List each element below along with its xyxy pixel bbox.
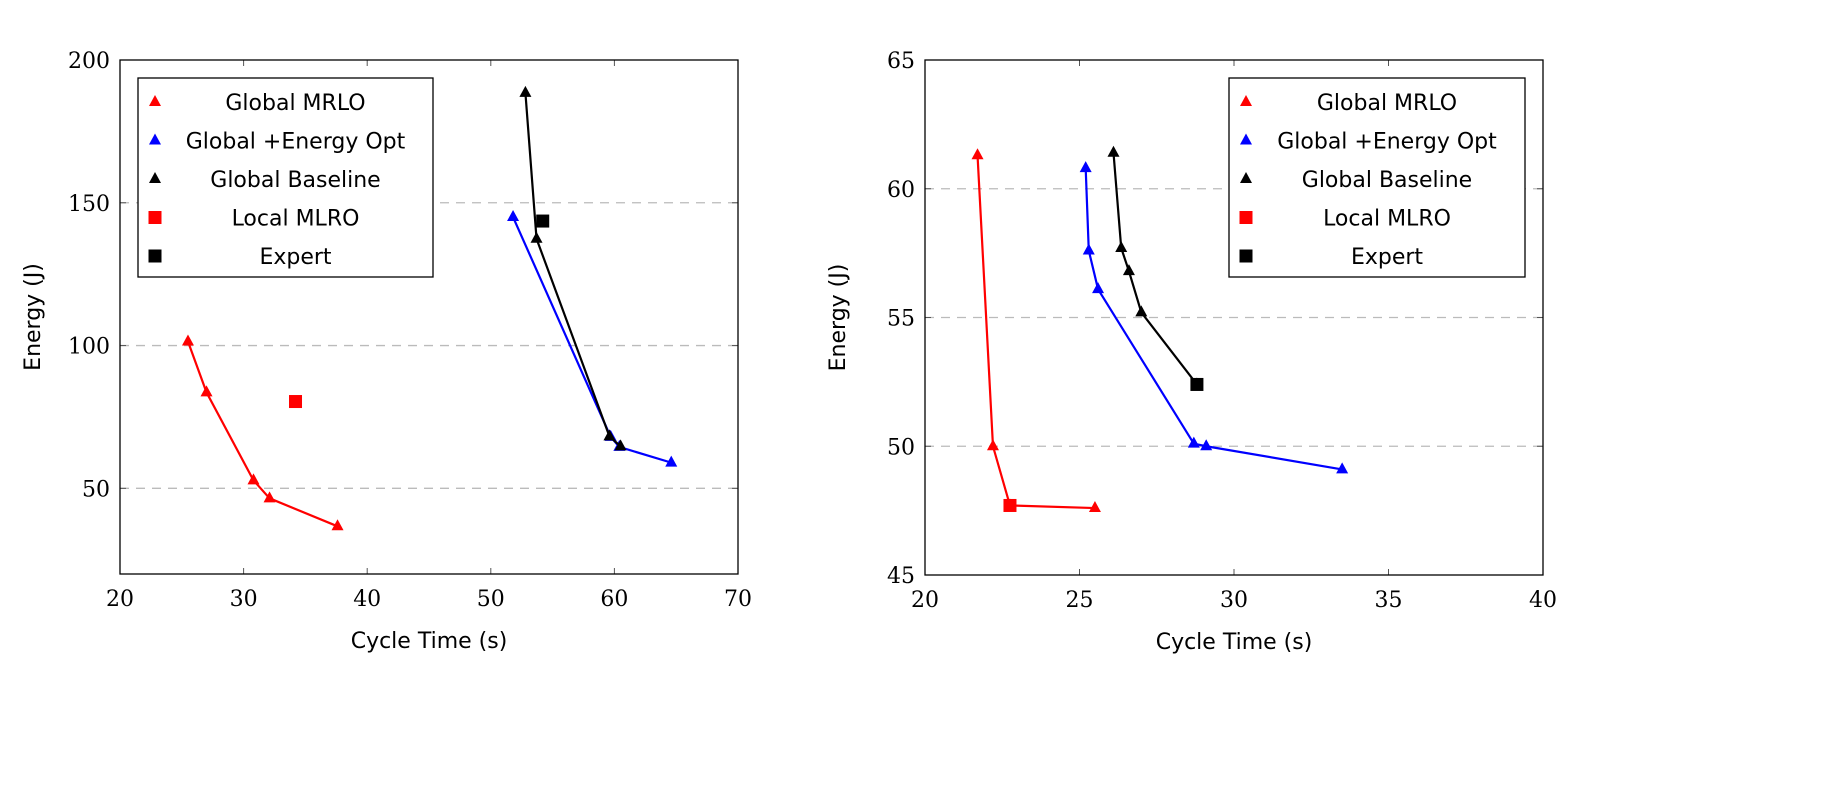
series-global-baseline xyxy=(519,85,627,451)
series-global-baseline xyxy=(1107,145,1203,389)
x-tick-label: 40 xyxy=(353,587,381,612)
plot-frame xyxy=(119,59,739,575)
series-local-mlro xyxy=(1003,498,1017,512)
series-global-energy-opt xyxy=(507,210,678,467)
data-point xyxy=(1003,498,1017,512)
legend: Global MRLO Global +Energy Opt Global Base… xyxy=(1228,77,1526,278)
data-point xyxy=(1092,282,1105,294)
series-line xyxy=(512,216,672,464)
data-point xyxy=(986,439,999,451)
y-axis-label: Energy (J) xyxy=(21,263,46,371)
legend-box xyxy=(137,77,434,278)
y-tick-label: 150 xyxy=(68,192,110,217)
series-global-mrlo xyxy=(971,148,1101,513)
y-tick-label: 65 xyxy=(887,49,915,74)
y-tick-label: 100 xyxy=(68,335,110,360)
series-global-mrlo xyxy=(181,334,344,531)
legend-label: Expert xyxy=(259,245,331,270)
data-point xyxy=(1190,377,1204,391)
data-point xyxy=(507,210,520,222)
data-point xyxy=(1088,501,1101,513)
legend-label: Global Baseline xyxy=(1302,168,1472,193)
data-point xyxy=(1187,436,1200,448)
x-tick-label: 70 xyxy=(724,587,752,612)
data-point xyxy=(1336,462,1349,474)
series-local-mlro xyxy=(289,395,303,409)
legend-marker xyxy=(1240,133,1252,145)
legend-marker xyxy=(1240,172,1252,183)
y-tick-label: 200 xyxy=(68,49,110,74)
x-tick-label: 35 xyxy=(1375,588,1403,613)
legend-marker xyxy=(149,95,161,106)
x-tick-label: 25 xyxy=(1066,588,1094,613)
legend-label: Local MLRO xyxy=(232,207,360,232)
x-tick-label: 30 xyxy=(1220,588,1248,613)
legend-label: Global MRLO xyxy=(225,91,365,116)
data-point xyxy=(1115,240,1128,252)
data-point xyxy=(665,455,678,467)
legend-label: Expert xyxy=(1351,245,1423,270)
data-point xyxy=(181,334,194,346)
series-expert xyxy=(1190,377,1204,391)
legend-marker xyxy=(149,172,161,183)
data-point xyxy=(519,85,532,97)
y-tick-label: 50 xyxy=(82,477,110,502)
data-point xyxy=(971,148,984,160)
legend: Global MRLO Global +Energy Opt Global Base… xyxy=(137,77,434,278)
x-tick-label: 50 xyxy=(477,587,505,612)
data-point xyxy=(603,429,616,441)
x-tick-label: 20 xyxy=(106,587,134,612)
data-point xyxy=(289,395,303,409)
series-line xyxy=(1112,152,1198,386)
data-point xyxy=(530,231,543,243)
data-point xyxy=(614,439,627,451)
plot-1: 50 100 150 200 20 30 40 50 60 70 Cycle Time (s) Ene… xyxy=(21,49,752,654)
series-line xyxy=(524,92,622,448)
data-point xyxy=(1135,305,1148,317)
data-point xyxy=(200,385,213,397)
x-tick-label: 20 xyxy=(911,588,939,613)
series-global-energy-opt xyxy=(1079,161,1349,474)
plot-2: 45 50 55 60 65 20 25 30 35 40 Cycle Time (s) Energy… xyxy=(826,49,1557,655)
plot-frame xyxy=(924,59,1544,576)
legend-label: Local MLRO xyxy=(1323,207,1451,232)
x-axis-label: Cycle Time (s) xyxy=(1156,630,1313,655)
legend-label: Global +Energy Opt xyxy=(1277,130,1497,155)
legend-marker xyxy=(1239,211,1253,224)
data-point xyxy=(1200,439,1213,451)
data-point xyxy=(263,491,276,503)
legend-marker xyxy=(1239,249,1253,263)
data-point xyxy=(331,519,344,531)
data-point xyxy=(247,473,260,485)
legend-box xyxy=(1228,77,1526,278)
series-expert xyxy=(536,214,550,228)
data-point xyxy=(1082,243,1095,255)
legend-label: Global Baseline xyxy=(210,168,380,193)
legend-marker xyxy=(1240,95,1252,106)
y-tick-label: 45 xyxy=(887,564,915,589)
series-line xyxy=(976,155,1095,510)
y-tick-label: 50 xyxy=(887,435,915,460)
data-point xyxy=(536,214,550,228)
series-line xyxy=(1084,168,1343,471)
legend-label: Global +Energy Opt xyxy=(186,130,406,155)
y-tick-label: 55 xyxy=(887,307,915,332)
data-point xyxy=(1122,264,1135,276)
legend-marker xyxy=(149,133,161,145)
x-tick-label: 60 xyxy=(600,587,628,612)
x-tick-label: 40 xyxy=(1529,588,1557,613)
y-tick-label: 60 xyxy=(887,178,915,203)
data-point xyxy=(1079,161,1092,173)
y-axis-label: Energy (J) xyxy=(826,264,851,372)
series-line xyxy=(186,341,338,528)
x-axis-label: Cycle Time (s) xyxy=(351,629,508,654)
data-point xyxy=(1107,145,1120,157)
legend-label: Global MRLO xyxy=(1317,91,1457,116)
x-tick-label: 30 xyxy=(230,587,258,612)
legend-marker xyxy=(148,211,162,224)
legend-marker xyxy=(148,249,162,263)
